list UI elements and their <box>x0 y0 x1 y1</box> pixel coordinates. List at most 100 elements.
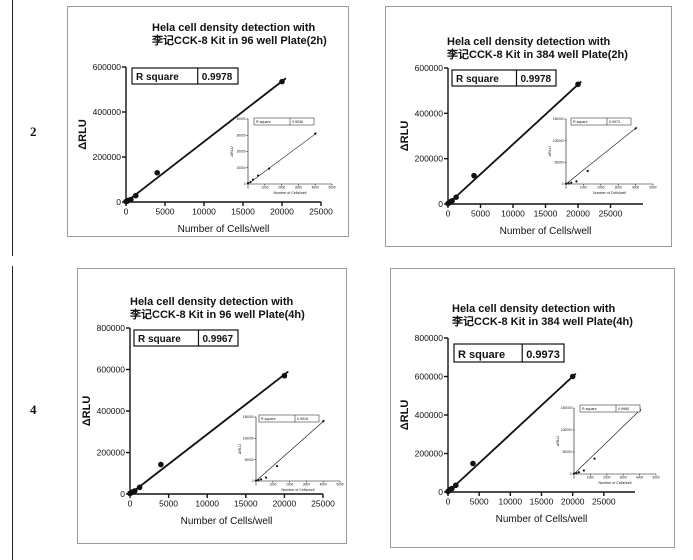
inset-data-point <box>572 472 576 475</box>
x-tick-label: 15000 <box>534 209 558 219</box>
inset-x-tick-label: 5000 <box>652 476 659 480</box>
x-tick-label: 5000 <box>470 497 489 507</box>
y-tick-label: 600000 <box>415 63 444 73</box>
inset-data-point <box>275 464 279 468</box>
chart-title-line: Hela cell density detection with <box>152 22 315 34</box>
inset-fit-line <box>255 419 326 482</box>
y-tick-label: 400000 <box>415 108 444 118</box>
chart-panel-96-4h: Hela cell density detection with 李记CCK-8 … <box>77 268 347 544</box>
chart-384-4h: Hela cell density detection with李记CCK-8 … <box>399 303 660 525</box>
x-tick-label: 20000 <box>566 209 590 219</box>
inset-y-axis-label: ΔRLU <box>230 146 234 156</box>
inset-x-tick-label: 4000 <box>320 483 327 487</box>
inset-y-axis-label: ΔRLU <box>556 436 560 446</box>
r-square-box <box>133 329 239 347</box>
chart-title-line: 李记CCK-8 Kit in 96 well Plate(4h) <box>129 307 305 321</box>
inset-data-point <box>577 471 581 474</box>
inset-fit-line <box>247 132 318 185</box>
y-tick-label: 600000 <box>415 371 444 381</box>
inset-x-tick-label: 1000 <box>580 186 587 190</box>
x-tick-label: 10000 <box>499 497 523 507</box>
inset-x-tick-label: 4000 <box>636 476 643 480</box>
x-tick-label: 25000 <box>599 209 623 219</box>
inset-data-point <box>246 182 250 185</box>
inset-r-square-label: R square <box>582 407 597 411</box>
row-label-4: 4 <box>30 402 37 417</box>
chart-title-line: 李记CCK-8 Kit in 384 well Plate(2h) <box>446 47 628 61</box>
inset-r-square-value: 0.9973 <box>609 120 620 124</box>
inset-data-point <box>582 469 585 472</box>
r-square-label: R square <box>138 334 181 345</box>
inset-y-axis-label: ΔRLU <box>548 146 552 156</box>
inset-y-tick-label: 10000 <box>237 166 246 170</box>
x-tick-label: 10000 <box>192 207 216 217</box>
inset-r-square-value: 0.9916 <box>297 417 308 421</box>
data-point <box>281 372 288 379</box>
inset-r-square-box <box>253 117 315 126</box>
data-point <box>452 482 459 489</box>
chart-96-4h: Hela cell density detection with李记CCK-8 … <box>81 296 344 527</box>
inset-y-tick-label: 50000 <box>555 160 564 164</box>
inset-x-axis-label: Number of Cells/well <box>593 191 626 195</box>
data-point <box>154 169 160 176</box>
fit-line <box>447 372 577 493</box>
inset-data-point <box>322 420 325 423</box>
x-tick-label: 10000 <box>195 499 219 509</box>
y-tick-label: 400000 <box>93 107 122 117</box>
y-axis-label: ΔRLU <box>81 396 93 427</box>
x-tick-label: 15000 <box>234 499 258 509</box>
inset-r-square-box <box>579 404 641 413</box>
data-point <box>136 484 143 491</box>
inset-data-point <box>259 478 263 481</box>
data-point <box>575 81 581 88</box>
y-tick-label: 800000 <box>97 323 126 333</box>
y-tick-label: 200000 <box>97 447 126 457</box>
inset-x-tick-label: 0 <box>573 476 575 480</box>
y-tick-label: 400000 <box>415 410 444 420</box>
y-axis-label: ΔRLU <box>77 119 89 150</box>
inset-y-tick-label: 150000 <box>561 406 572 410</box>
inset-data-point <box>575 472 578 475</box>
inset-x-tick-label: 1000 <box>269 483 276 487</box>
inset-x-tick-label: 0 <box>255 483 257 487</box>
inset-y-tick-label: 50000 <box>245 458 254 462</box>
inset-x-tick-label: 4000 <box>632 186 639 190</box>
inset-r-square-box <box>570 117 632 126</box>
y-tick-label: 800000 <box>415 333 444 343</box>
x-tick-label: 5000 <box>471 209 490 219</box>
x-tick-label: 25000 <box>309 207 333 217</box>
r-square-label: R square <box>136 72 179 83</box>
x-tick-label: 0 <box>446 209 451 219</box>
chart-panel-96-2h: Hela cell density detection with 李记CCK-8 … <box>67 6 349 237</box>
fit-line <box>125 77 287 203</box>
inset-x-tick-label: 4000 <box>312 186 319 190</box>
row-label-2: 2 <box>30 124 37 139</box>
x-tick-label: 25000 <box>311 499 335 509</box>
data-point <box>453 194 459 200</box>
x-tick-label: 15000 <box>231 207 255 217</box>
inset-x-tick-label: 2000 <box>286 483 293 487</box>
inset-data-point <box>586 169 589 173</box>
chart-panel-384-2h: Hela cell density detection with 李记CCK-8 … <box>385 6 672 247</box>
data-point <box>279 78 285 85</box>
r-square-value: 0.9973 <box>526 349 560 361</box>
fit-line <box>129 370 289 495</box>
r-square-label: R square <box>456 74 499 85</box>
inset-x-tick-label: 0 <box>247 186 249 190</box>
x-tick-label: 0 <box>128 499 133 509</box>
inset-y-tick-label: 50000 <box>563 450 572 454</box>
inset-data-point <box>634 127 637 130</box>
inset-r-square-label: R square <box>261 417 276 421</box>
inset-x-tick-label: 5000 <box>336 483 343 487</box>
chart-96-2h: Hela cell density detection with李记CCK-8 … <box>77 22 336 235</box>
inset-y-tick-label: 100000 <box>243 436 254 440</box>
inset-x-tick-label: 2000 <box>597 186 604 190</box>
x-tick-label: 5000 <box>156 207 175 217</box>
inset-data-point <box>264 476 268 479</box>
inset-r-square-value: 0.9985 <box>618 407 629 411</box>
y-tick-label: 0 <box>120 489 125 499</box>
r-square-label: R square <box>458 349 505 361</box>
y-axis-label: ΔRLU <box>399 121 411 152</box>
r-square-box <box>131 67 239 85</box>
chart-title-line: 李记CCK-8 Kit in 384 well Plate(4h) <box>451 314 633 328</box>
